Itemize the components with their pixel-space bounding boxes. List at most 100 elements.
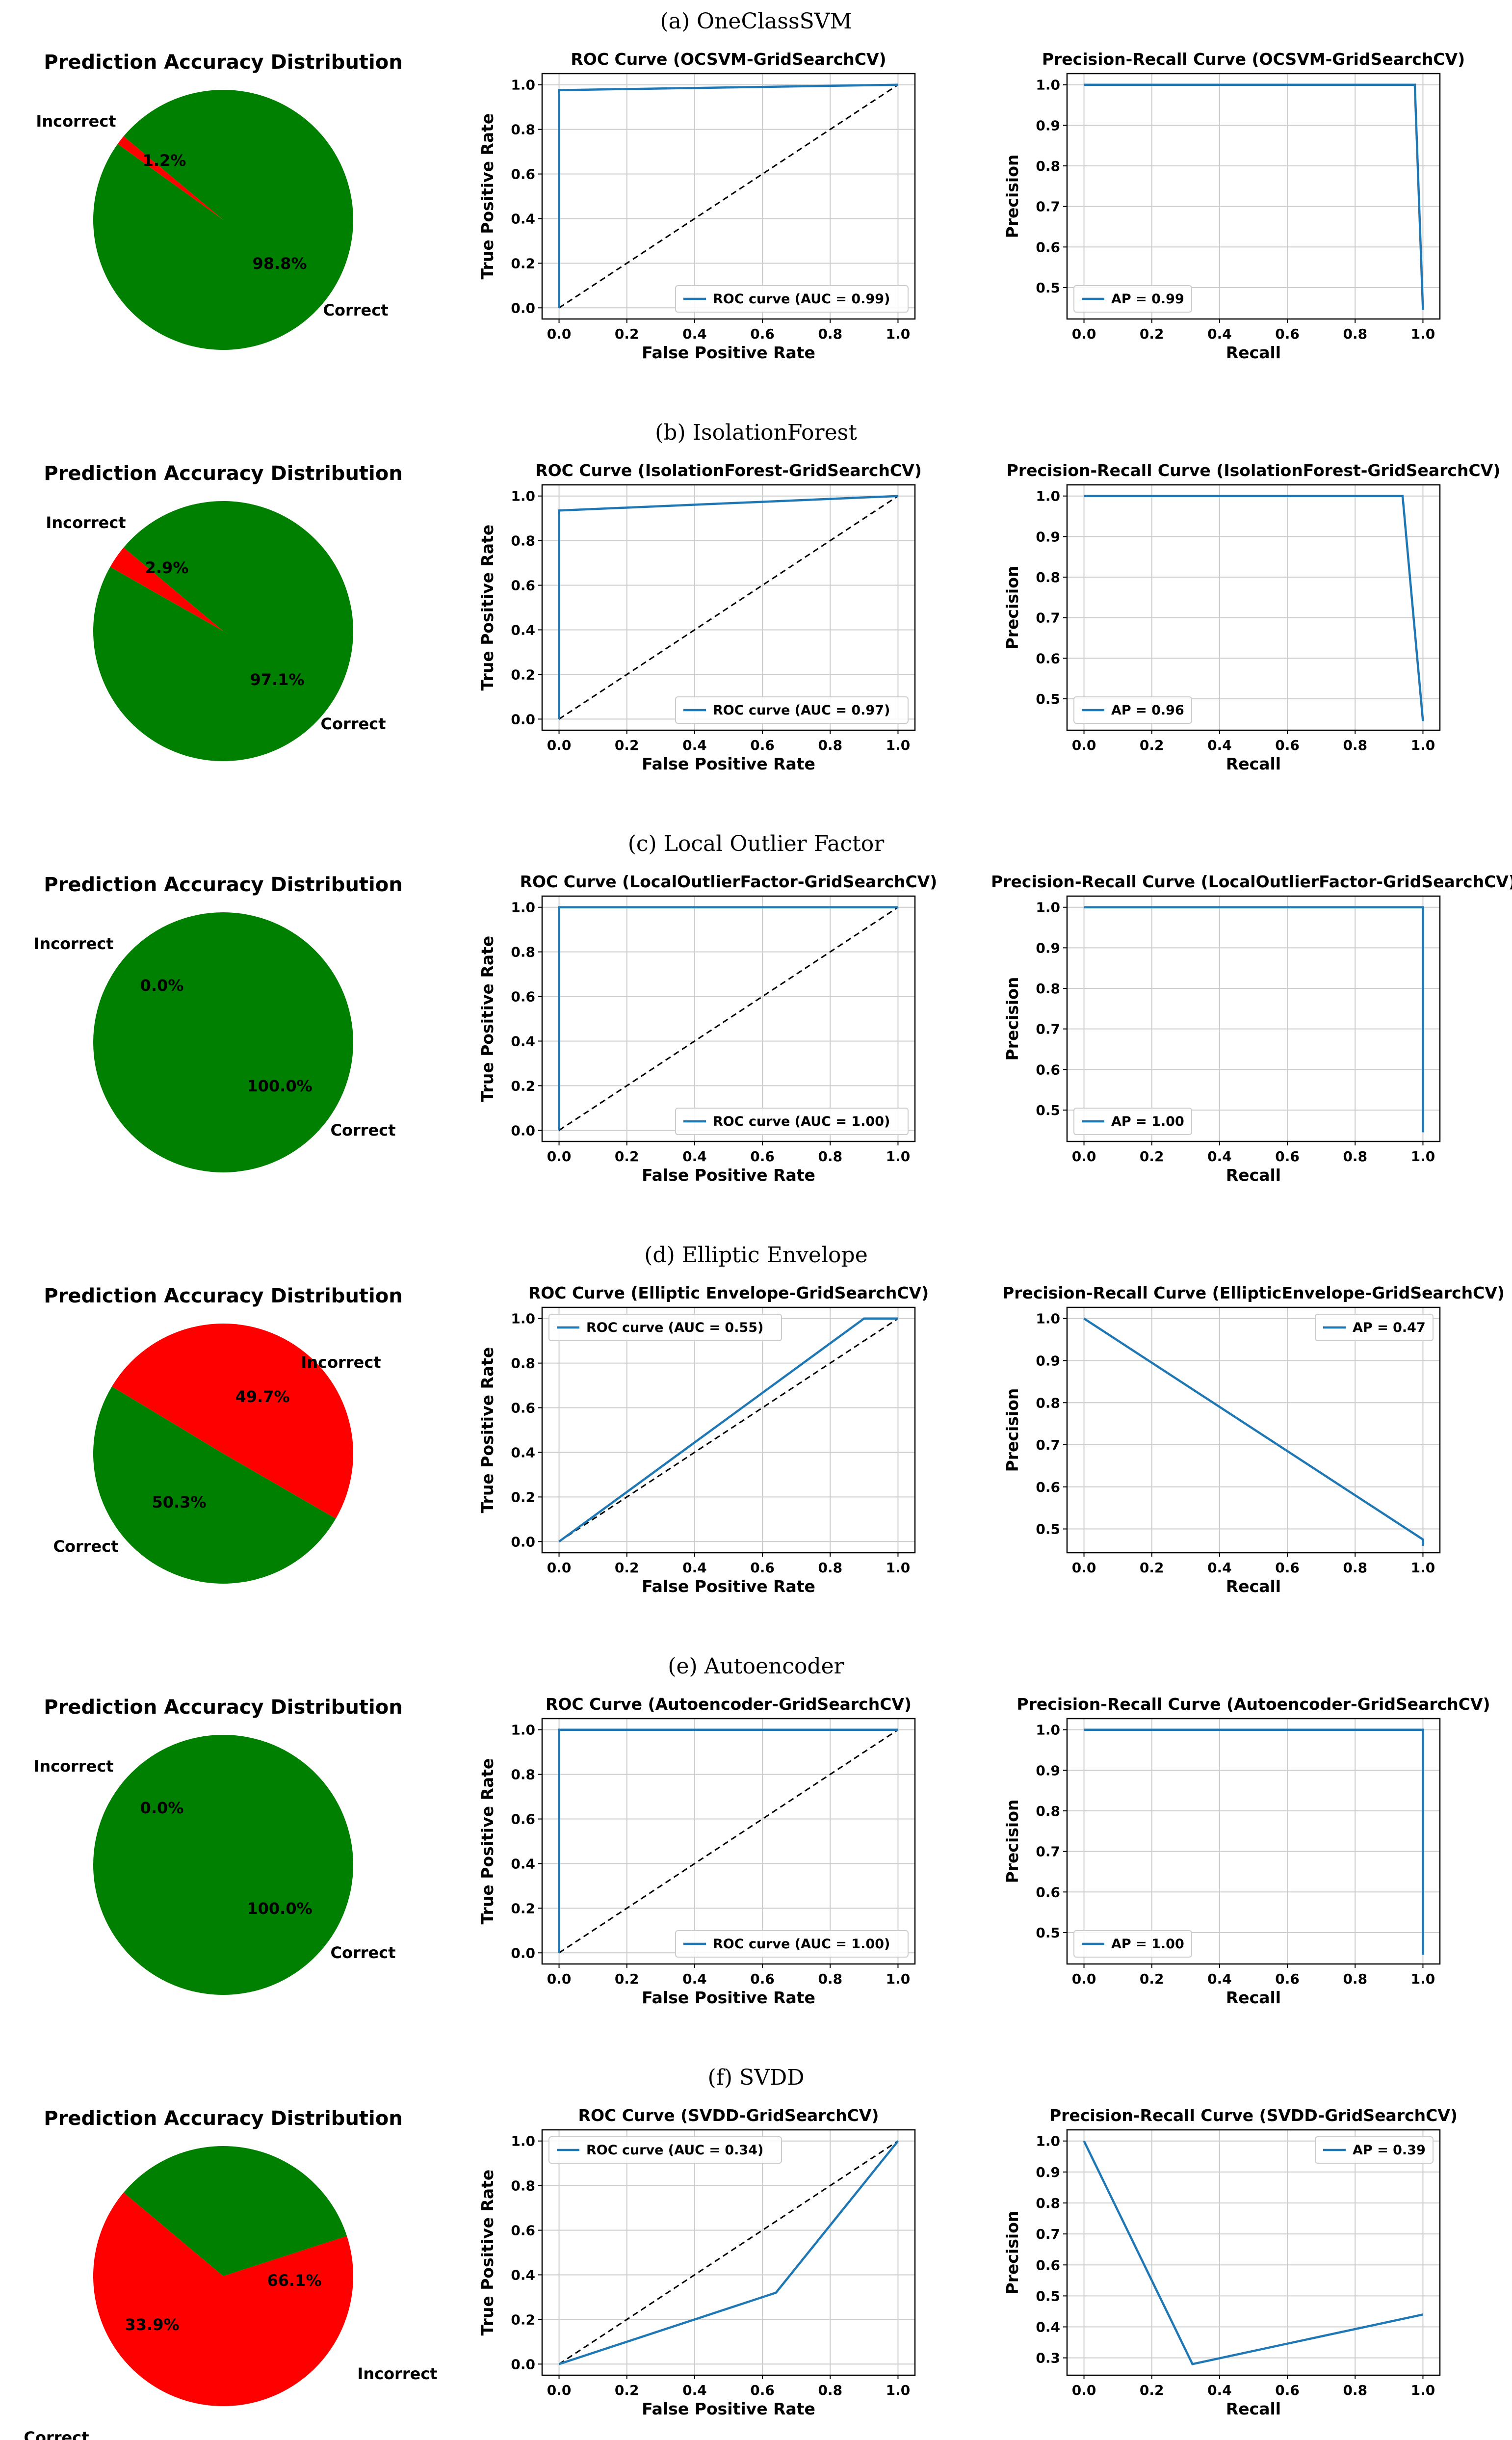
series-line: [558, 83, 898, 308]
row-caption: (a) OneClassSVM: [660, 9, 852, 34]
x-tick-label: 0.8: [1343, 1971, 1367, 1987]
series-line: [558, 1728, 898, 1953]
x-axis-label: False Positive Rate: [642, 1988, 815, 2007]
pie-slice-incorrect: [93, 2192, 354, 2407]
y-tick-label: 0.2: [511, 1900, 535, 1916]
y-tick-label: 1.0: [511, 900, 535, 916]
pie-slice-incorrect: [112, 1324, 353, 1519]
x-tick-label: 0.4: [682, 1971, 707, 1987]
x-axis-label: Recall: [1226, 1577, 1281, 1596]
pie-chart: Prediction Accuracy Distribution Incorrec…: [24, 2107, 438, 2440]
legend: AP = 1.00: [1073, 1930, 1192, 1958]
pie-label-incorrect: Incorrect: [33, 934, 113, 953]
pie-chart-title: Prediction Accuracy Distribution: [44, 2107, 402, 2130]
series-line: [1083, 2140, 1423, 2365]
y-tick-label: 0.8: [511, 122, 535, 138]
y-axis-label: Precision: [1003, 1388, 1022, 1472]
pie-slice-incorrect: [110, 547, 223, 631]
x-tick-label: 1.0: [886, 737, 911, 753]
x-tick-label: 0.2: [615, 737, 639, 753]
x-tick-label: 1.0: [886, 2382, 911, 2398]
y-tick-label: 1.0: [511, 2133, 535, 2149]
plot-frame: [541, 73, 916, 320]
legend-box: [1073, 1930, 1192, 1958]
x-axis-label: False Positive Rate: [642, 1166, 815, 1185]
y-axis-label: Precision: [1003, 566, 1022, 650]
x-tick-label: 0.0: [1072, 737, 1096, 753]
y-tick-label: 0.5: [1036, 1925, 1060, 1941]
y-tick-label: 0.6: [1036, 650, 1060, 666]
legend-box: [1315, 2136, 1434, 2164]
legend: ROC curve (AUC = 0.97): [675, 696, 909, 724]
pie-label-correct: Correct: [323, 301, 389, 319]
legend-label: ROC curve (AUC = 1.00): [713, 1114, 890, 1129]
x-tick-label: 0.0: [1072, 1148, 1096, 1165]
y-tick-label: 0.3: [1036, 2350, 1060, 2366]
y-tick-label: 0.6: [511, 1400, 535, 1416]
y-tick-label: 0.2: [511, 1078, 535, 1094]
legend-box: [675, 1930, 909, 1958]
x-tick-label: 0.0: [1072, 1560, 1096, 1576]
x-tick-label: 0.8: [1343, 2382, 1367, 2398]
x-tick-label: 0.0: [547, 737, 572, 753]
chart-title: Precision-Recall Curve (LocalOutlierFact…: [991, 872, 1512, 891]
y-tick-label: 0.6: [511, 2223, 535, 2239]
pie-label-incorrect: Incorrect: [357, 2364, 437, 2383]
line-chart: Precision-Recall Curve (SVDD-GridSearchC…: [1003, 2106, 1458, 2418]
legend-box: [548, 1314, 782, 1341]
y-tick-label: 0.6: [511, 989, 535, 1005]
legend-label: ROC curve (AUC = 0.55): [586, 1320, 763, 1335]
y-tick-label: 0.8: [511, 1355, 535, 1372]
x-axis-label: Recall: [1226, 1166, 1281, 1185]
x-tick-label: 1.0: [886, 1148, 911, 1165]
chart-title: Precision-Recall Curve (IsolationForest-…: [1007, 461, 1501, 480]
x-tick-label: 0.2: [615, 326, 639, 342]
line-chart: ROC Curve (LocalOutlierFactor-GridSearch…: [478, 872, 937, 1185]
x-tick-label: 0.8: [818, 1148, 842, 1165]
x-axis-label: False Positive Rate: [642, 754, 815, 773]
y-tick-label: 0.7: [1036, 1021, 1060, 1037]
line-chart: ROC Curve (Elliptic Envelope-GridSearchC…: [478, 1283, 929, 1596]
y-tick-label: 0.6: [1036, 1884, 1060, 1900]
line-chart: ROC Curve (SVDD-GridSearchCV) 0.0 0.2 0.4 0.…: [478, 2106, 916, 2418]
plot-frame: [541, 1718, 916, 1965]
pie-label-incorrect: Incorrect: [46, 513, 126, 532]
x-axis-label: Recall: [1226, 754, 1281, 773]
x-tick-label: 0.6: [750, 326, 775, 342]
x-tick-label: 1.0: [886, 326, 911, 342]
series-line: [558, 1317, 898, 1543]
x-axis-label: False Positive Rate: [642, 343, 815, 362]
series-line: [558, 2140, 899, 2365]
x-tick-label: 1.0: [886, 1971, 911, 1987]
x-tick-label: 0.6: [750, 737, 775, 753]
y-tick-label: 1.0: [1036, 1722, 1060, 1738]
pie-pct-correct: 50.3%: [152, 1493, 206, 1512]
y-tick-label: 0.9: [1036, 117, 1060, 133]
legend: AP = 0.99: [1073, 285, 1192, 313]
y-axis-label: True Positive Rate: [478, 525, 497, 691]
plot-frame: [1066, 484, 1441, 731]
pie-chart-title: Prediction Accuracy Distribution: [44, 1285, 402, 1307]
x-tick-label: 1.0: [1411, 1971, 1435, 1987]
y-tick-label: 1.0: [1036, 77, 1060, 93]
pie-chart: Prediction Accuracy Distribution Incorrec…: [33, 1696, 403, 1995]
x-tick-label: 0.0: [1072, 2382, 1096, 2398]
legend-label: AP = 1.00: [1111, 1936, 1184, 1952]
pie-label-incorrect: Incorrect: [301, 1353, 381, 1372]
x-tick-label: 0.0: [1072, 1971, 1096, 1987]
y-tick-label: 1.0: [1036, 2133, 1060, 2149]
pie-label-incorrect: Incorrect: [33, 1757, 113, 1776]
x-axis-label: Recall: [1226, 343, 1281, 362]
series-line: [1084, 906, 1424, 1133]
y-tick-label: 0.0: [511, 711, 535, 727]
pie-slice-correct: [93, 1386, 336, 1584]
legend: AP = 1.00: [1073, 1108, 1192, 1135]
y-tick-label: 0.2: [511, 1489, 535, 1505]
y-tick-label: 0.5: [1036, 691, 1060, 707]
pie-label-correct: Correct: [321, 715, 386, 733]
x-tick-label: 0.2: [615, 2382, 639, 2398]
chart-title: Precision-Recall Curve (Autoencoder-Grid…: [1017, 1695, 1490, 1714]
legend-label: ROC curve (AUC = 0.97): [713, 703, 890, 718]
y-tick-label: 0.4: [1036, 2319, 1060, 2335]
chance-diagonal-line: [558, 1729, 899, 1954]
